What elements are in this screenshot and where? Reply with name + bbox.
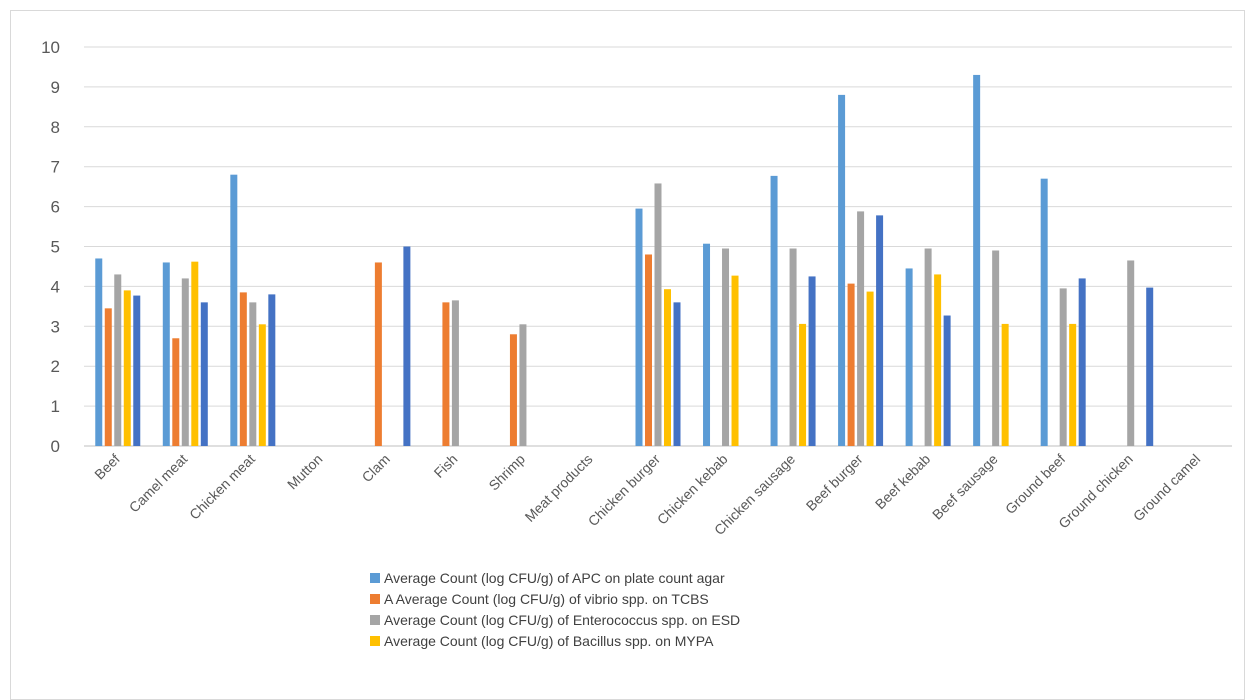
bar: [114, 274, 122, 446]
bar: [1040, 178, 1048, 447]
gridlines: [84, 46, 1232, 447]
bar: [703, 243, 711, 446]
bar: [191, 261, 199, 446]
legend-swatch: [370, 594, 380, 604]
bar: [509, 334, 517, 446]
bar: [268, 294, 276, 446]
legend-label: A Average Count (log CFU/g) of vibrio sp…: [384, 591, 709, 607]
bar: [992, 250, 1000, 446]
y-tick-label: 2: [51, 357, 60, 376]
bar: [172, 338, 180, 446]
x-category-label: Beef: [91, 451, 123, 483]
bar: [374, 262, 382, 446]
y-tick-label: 4: [51, 277, 60, 296]
y-tick-label: 0: [51, 437, 60, 456]
bar: [123, 290, 131, 446]
legend-label: Average Count (log CFU/g) of Enterococcu…: [384, 612, 740, 628]
bar: [673, 302, 681, 446]
bar: [838, 94, 846, 446]
y-tick-label: 9: [51, 78, 60, 97]
bar: [876, 215, 884, 446]
x-category-label: Camel meat: [126, 451, 191, 516]
bar: [808, 276, 816, 446]
bar: [664, 289, 671, 446]
x-category-label: Meat products: [522, 451, 596, 525]
bar: [258, 324, 266, 446]
x-category-label: Fish: [431, 451, 461, 481]
bar: [866, 291, 874, 446]
bar: [200, 302, 208, 446]
y-tick-label: 10: [41, 38, 60, 57]
bar: [1001, 323, 1009, 446]
legend-label: Average Count (log CFU/g) of APC on plat…: [384, 570, 725, 586]
bar: [924, 248, 932, 446]
bar: [857, 211, 865, 446]
y-tick-label: 3: [51, 317, 60, 336]
bar: [789, 248, 797, 446]
bar: [162, 262, 170, 446]
bar: [442, 302, 450, 446]
legend-label: Average Count (log CFU/g) of Bacillus sp…: [384, 633, 714, 649]
bar: [239, 292, 247, 446]
x-category-label: Ground beef: [1002, 451, 1068, 517]
y-axis-ticks: 0 1 2 3 4 5 6 7 8 9 10: [41, 38, 60, 456]
bar: [1078, 278, 1086, 446]
bar: [943, 315, 951, 446]
bar: [451, 300, 459, 446]
x-category-label: Chicken meat: [186, 451, 258, 523]
bars: [95, 74, 1154, 447]
bar: [1059, 288, 1067, 446]
bar: [95, 258, 103, 446]
bar: [731, 275, 739, 446]
legend-swatch: [370, 573, 380, 583]
y-tick-label: 5: [51, 238, 60, 257]
bar: [770, 175, 778, 446]
bar: [799, 323, 807, 446]
legend-swatch: [370, 636, 380, 646]
legend: Average Count (log CFU/g) of APC on plat…: [370, 570, 740, 649]
bar: [1146, 287, 1154, 446]
bar: [847, 283, 855, 446]
bar: [635, 208, 643, 446]
x-category-label: Beef sausage: [929, 451, 1001, 523]
x-category-label: Clam: [359, 451, 393, 485]
x-category-label: Ground camel: [1130, 451, 1203, 524]
bar: [249, 302, 257, 446]
x-category-label: Beef kebab: [872, 451, 934, 513]
y-tick-label: 6: [51, 198, 60, 217]
bar: [905, 268, 913, 446]
bar: [645, 254, 652, 446]
y-tick-label: 7: [51, 158, 60, 177]
bar: [973, 74, 981, 447]
bar: [519, 324, 527, 446]
bar: [722, 248, 730, 446]
x-category-label: Shrimp: [485, 451, 528, 494]
legend-swatch: [370, 615, 380, 625]
x-category-label: Mutton: [284, 451, 326, 493]
bar: [934, 274, 942, 446]
x-category-label: Chicken burger: [585, 451, 664, 530]
bar: [133, 295, 141, 446]
bar: [230, 174, 238, 446]
bar: [104, 308, 112, 446]
y-tick-label: 1: [51, 397, 60, 416]
x-category-label: Chicken kebab: [654, 451, 731, 528]
bar: [1127, 260, 1135, 446]
y-tick-label: 8: [51, 118, 60, 137]
x-category-label: Beef burger: [803, 451, 866, 514]
bar: [1069, 323, 1077, 446]
bar: [654, 183, 662, 446]
bar: [181, 278, 189, 446]
bar: [403, 246, 411, 446]
